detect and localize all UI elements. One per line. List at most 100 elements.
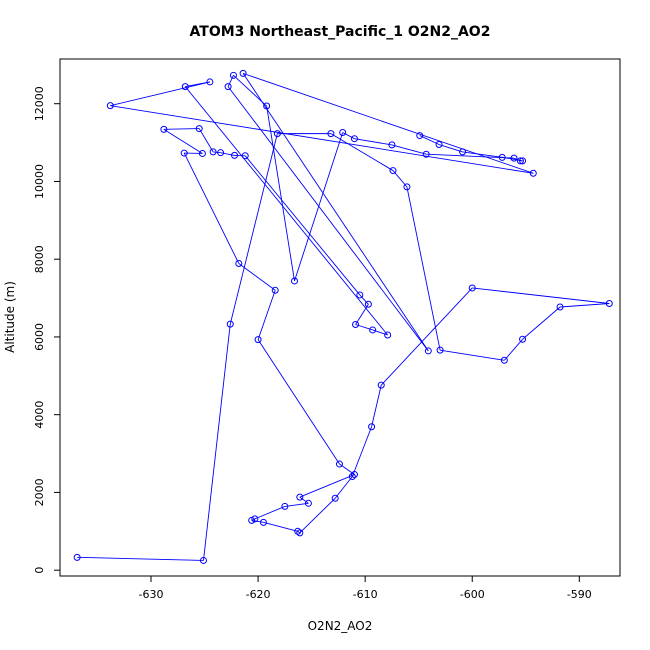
series-segment	[284, 502, 309, 507]
data-point	[510, 154, 518, 162]
series-segment	[522, 306, 561, 340]
data-point	[251, 515, 259, 523]
series-lines	[77, 72, 610, 561]
x-axis-label: O2N2_AO2	[308, 619, 373, 633]
series-segment	[251, 519, 264, 523]
series-segment	[183, 152, 240, 264]
x-axis: -630 -620 -610 -600 -590	[139, 576, 592, 601]
data-point	[556, 303, 564, 311]
data-point	[605, 300, 613, 308]
series-segment	[299, 496, 309, 504]
series-segment	[380, 287, 473, 386]
x-tick-label: -630	[139, 588, 164, 601]
data-point	[352, 320, 360, 328]
y-axis: 0 2000 4000 6000 8000 10000 12000	[33, 86, 60, 574]
y-tick-label: 2000	[33, 478, 46, 506]
data-point	[424, 347, 432, 355]
series-segment	[244, 155, 361, 296]
data-point	[335, 460, 343, 468]
series-segment	[257, 339, 340, 465]
series-segment	[330, 133, 394, 171]
series-segment	[371, 385, 382, 427]
data-point	[273, 130, 281, 138]
series-segment	[342, 132, 355, 140]
series-segment	[419, 135, 440, 145]
series-segment	[213, 151, 221, 154]
y-tick-label: 12000	[33, 86, 46, 121]
series-segment	[297, 530, 301, 534]
data-point	[248, 516, 256, 524]
data-point	[350, 135, 358, 143]
data-point	[296, 493, 304, 501]
data-point	[519, 157, 527, 165]
data-point	[416, 132, 424, 140]
data-point	[296, 529, 304, 537]
series-segment	[263, 521, 298, 532]
series-segment	[233, 74, 267, 107]
series-segment	[238, 263, 276, 291]
series-segment	[242, 72, 534, 174]
data-point	[422, 150, 430, 158]
data-point	[350, 471, 358, 479]
series-segment	[334, 476, 353, 499]
y-tick-label: 4000	[33, 401, 46, 429]
series-segment	[77, 556, 204, 561]
series-segment	[299, 474, 355, 498]
data-point	[199, 556, 207, 564]
series-segment	[406, 186, 441, 351]
data-point	[259, 518, 267, 526]
data-point	[369, 326, 377, 334]
series-segment	[257, 290, 276, 340]
series-segment	[242, 73, 429, 352]
series-points	[73, 69, 613, 564]
data-point	[498, 153, 506, 161]
data-point	[235, 259, 243, 267]
data-point	[388, 141, 396, 149]
y-tick-label: 6000	[33, 323, 46, 351]
series-segment	[184, 86, 388, 336]
data-point	[281, 502, 289, 510]
data-point	[231, 151, 239, 159]
data-point	[241, 152, 249, 160]
series-segment	[220, 152, 235, 156]
data-point	[206, 78, 214, 86]
data-point	[229, 71, 237, 79]
series-segment	[355, 304, 369, 325]
data-point	[468, 284, 476, 292]
data-point	[217, 149, 225, 157]
y-tick-label: 10000	[33, 164, 46, 199]
series-segment	[266, 105, 295, 282]
y-tick-label: 0	[33, 567, 46, 574]
data-point	[226, 320, 234, 328]
series-segment	[294, 132, 344, 282]
series-segment	[254, 506, 286, 520]
y-axis-label: Altitude (m)	[3, 281, 17, 353]
data-point	[327, 130, 335, 138]
data-point	[348, 472, 356, 480]
data-point	[364, 300, 372, 308]
data-point	[368, 423, 376, 431]
data-point	[377, 381, 385, 389]
series-segment	[163, 128, 200, 130]
series-segment	[227, 86, 429, 352]
y-tick-label: 8000	[33, 245, 46, 273]
data-point	[160, 125, 168, 133]
series-segment	[440, 349, 505, 361]
data-point	[181, 83, 189, 91]
series-segment	[472, 287, 610, 304]
data-point	[389, 167, 397, 175]
data-point	[459, 148, 467, 156]
data-point	[180, 149, 188, 157]
series-segment	[354, 138, 393, 146]
series-segment	[227, 75, 234, 87]
series-segment	[462, 151, 503, 158]
series-segment	[391, 144, 427, 155]
chart-title: ATOM3 Northeast_Pacific_1 O2N2_AO2	[190, 24, 491, 40]
data-point	[436, 346, 444, 354]
data-point	[500, 356, 508, 364]
data-point	[195, 125, 203, 133]
data-point	[384, 331, 392, 339]
series-segment	[359, 294, 369, 305]
series-segment	[560, 303, 610, 308]
